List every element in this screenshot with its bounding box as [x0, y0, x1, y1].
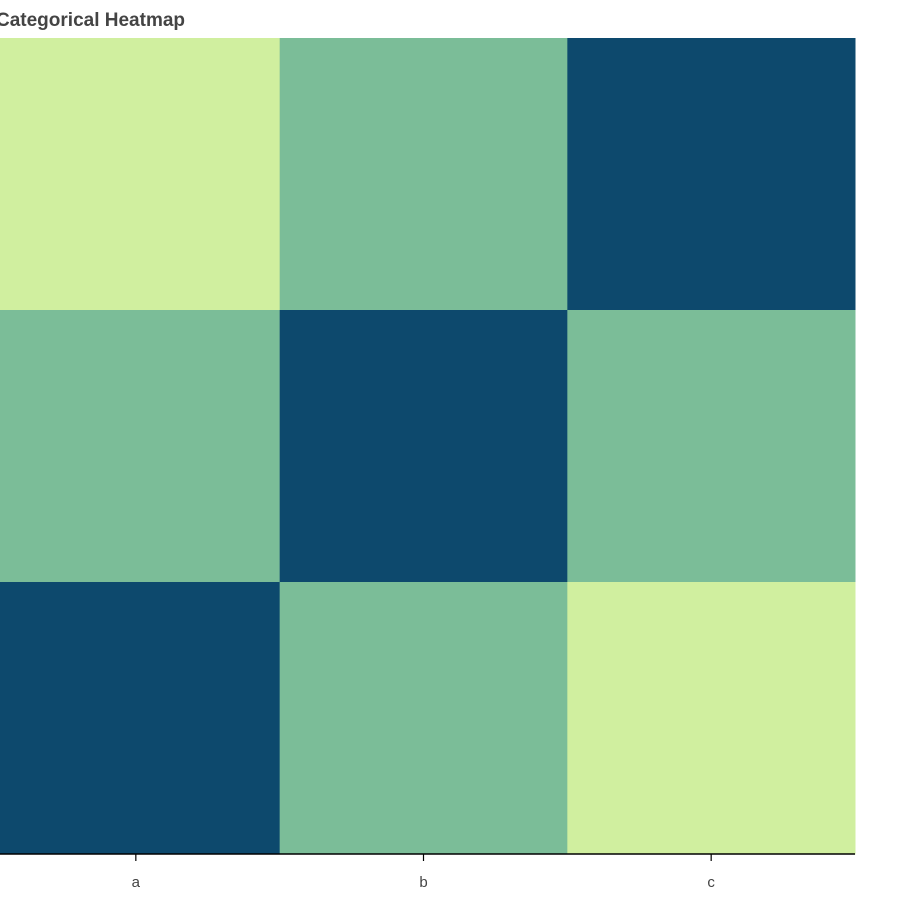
heatmap-cell-bottom-c [567, 582, 856, 855]
heatmap-cell-bottom-b [279, 582, 568, 855]
heatmap-cell-top-b [279, 38, 568, 311]
heatmap-cell-middle-b [279, 310, 568, 583]
heatmap-cell-middle-c [567, 310, 856, 583]
heatmap-cell-top-a [0, 38, 281, 311]
heatmap-cells [0, 38, 856, 855]
chart-title: Categorical Heatmap [0, 10, 185, 31]
heatmap-cell-top-c [567, 38, 856, 311]
heatmap-cell-bottom-a [0, 582, 281, 855]
heatmap-cell-middle-a [0, 310, 281, 583]
x-tick-label-c: c [707, 874, 715, 891]
x-axis: a b c [0, 853, 855, 891]
x-tick-label-b: b [419, 874, 427, 891]
x-tick-label-a: a [132, 874, 141, 891]
